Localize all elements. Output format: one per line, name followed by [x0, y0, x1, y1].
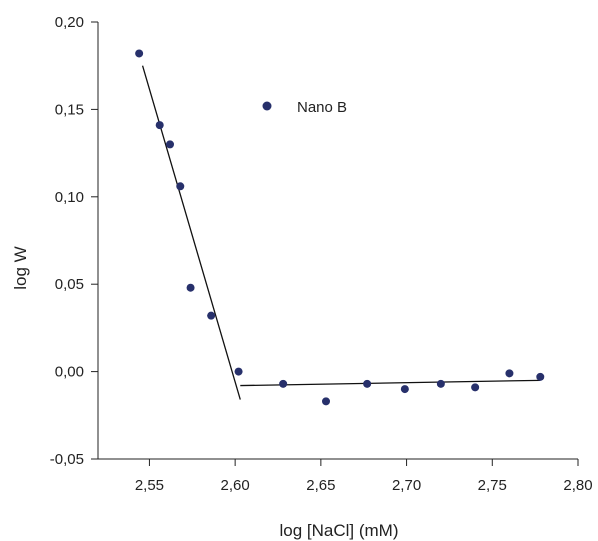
fit-line — [240, 379, 541, 387]
fit-line — [141, 65, 241, 400]
y-tick-label: 0,05 — [55, 276, 84, 293]
x-tick-label: 2,75 — [478, 477, 507, 494]
legend-label: Nano B — [297, 99, 347, 116]
data-point — [436, 379, 445, 388]
y-tick-label: 0,15 — [55, 101, 84, 118]
data-point — [322, 397, 330, 406]
y-tick-label: -0,05 — [50, 451, 84, 468]
legend: Nano B — [262, 99, 347, 116]
y-tick-label: 0,20 — [55, 14, 84, 31]
data-point — [234, 367, 243, 376]
x-axis-ticks: 2,55 2,60 2,65 2,70 2,75 2,80 — [135, 459, 593, 494]
data-point — [279, 379, 288, 388]
x-tick-label: 2,80 — [563, 477, 592, 494]
axes — [97, 22, 578, 460]
x-tick-label: 2,55 — [135, 477, 164, 494]
y-tick-label: 0,00 — [55, 364, 84, 381]
data-point — [536, 372, 545, 381]
y-tick-label: 0,10 — [55, 189, 84, 206]
data-points — [135, 49, 545, 406]
data-point — [135, 49, 144, 58]
x-tick-label: 2,60 — [221, 477, 250, 494]
data-point — [207, 311, 216, 320]
data-point — [176, 182, 185, 191]
data-point — [363, 379, 372, 388]
x-tick-label: 2,70 — [392, 477, 421, 494]
data-point — [155, 121, 164, 130]
y-axis-title: log W — [11, 246, 30, 289]
x-tick-label: 2,65 — [306, 477, 335, 494]
x-axis-title: log [NaCl] (mM) — [279, 521, 398, 540]
y-axis-ticks: -0,05 0,00 0,05 0,10 0,15 0,20 — [50, 14, 98, 468]
data-point — [166, 140, 174, 149]
legend-marker — [262, 101, 272, 111]
data-point — [400, 385, 409, 394]
data-point — [186, 283, 195, 292]
data-point — [471, 383, 480, 392]
data-point — [505, 369, 514, 378]
